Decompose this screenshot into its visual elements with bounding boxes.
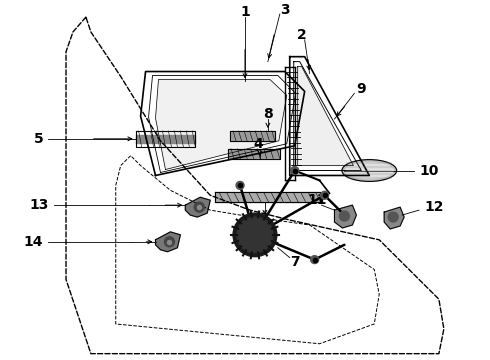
Circle shape [195, 202, 204, 212]
Text: 8: 8 [263, 107, 273, 121]
Circle shape [311, 256, 319, 264]
Ellipse shape [342, 159, 396, 181]
Circle shape [165, 237, 174, 247]
Circle shape [291, 167, 299, 175]
Text: 3: 3 [280, 3, 290, 17]
Polygon shape [185, 197, 210, 217]
Polygon shape [155, 232, 180, 252]
Text: 13: 13 [29, 198, 49, 212]
Text: 11: 11 [308, 193, 327, 207]
Polygon shape [155, 80, 287, 170]
Text: 4: 4 [253, 137, 263, 151]
Text: 9: 9 [357, 82, 366, 96]
Text: 14: 14 [24, 235, 43, 249]
Circle shape [388, 212, 398, 222]
Text: 7: 7 [290, 255, 299, 269]
Text: 5: 5 [34, 132, 44, 146]
Text: 10: 10 [419, 163, 439, 177]
Polygon shape [384, 207, 404, 229]
Text: 12: 12 [424, 200, 443, 214]
Circle shape [320, 191, 328, 199]
Text: 6: 6 [255, 218, 265, 232]
Circle shape [340, 211, 349, 221]
Circle shape [233, 213, 277, 257]
Polygon shape [335, 205, 356, 228]
Circle shape [237, 217, 273, 253]
Circle shape [236, 181, 244, 189]
Text: 1: 1 [240, 5, 250, 19]
Text: 2: 2 [297, 28, 307, 42]
Polygon shape [298, 67, 353, 166]
Ellipse shape [345, 163, 393, 179]
